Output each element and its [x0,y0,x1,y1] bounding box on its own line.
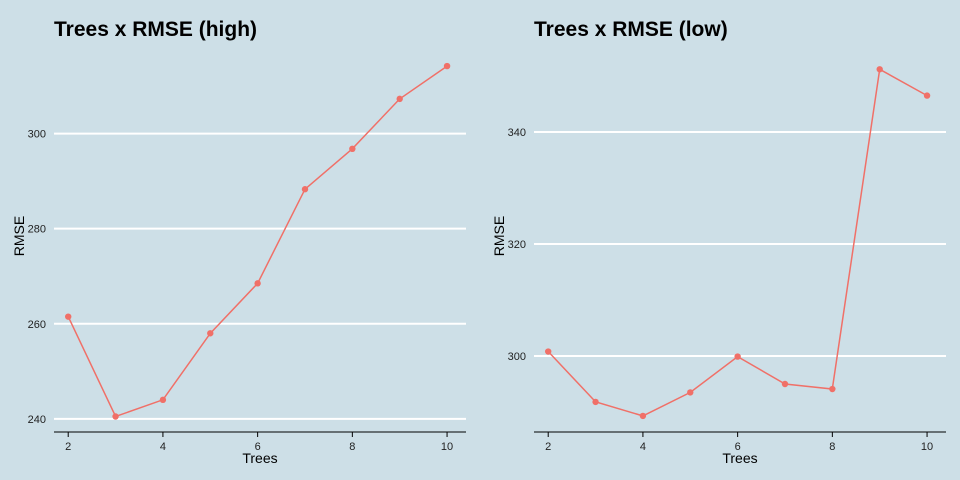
x-tick-label: 4 [160,441,166,453]
data-point [254,280,261,287]
y-tick-label: 320 [508,239,526,251]
y-axis-title: RMSE [11,216,27,256]
x-axis-ticks: 2 4 6 8 10 [545,432,933,453]
y-tick-label: 300 [28,129,46,141]
data-point [923,92,931,99]
y-tick-label: 240 [28,414,46,426]
data-point [687,389,694,396]
data-point [592,398,599,406]
data-point [396,95,403,103]
x-tick-label: 2 [65,441,71,453]
chart-title: Trees x RMSE (low) [534,18,728,41]
data-point [159,396,167,404]
series-line [67,65,448,418]
x-tick-label: 8 [829,441,835,453]
x-tick-label: 6 [735,441,741,453]
x-axis-title: Trees [242,450,277,466]
y-tick-label: 340 [508,127,526,139]
data-points [545,66,931,420]
y-axis-title: RMSE [491,216,507,256]
data-point [443,62,451,70]
data-point [65,313,72,320]
data-point [639,412,647,420]
x-tick-label: 6 [255,441,261,453]
data-point [301,186,309,193]
x-tick-label: 2 [545,441,551,453]
data-point [781,380,789,388]
data-point [734,353,741,360]
x-tick-label: 10 [921,441,933,453]
x-axis-ticks: 2 4 6 8 10 [65,432,453,453]
gridlines [534,131,946,357]
chart-panel-low: Trees x RMSE (low) 2 4 6 8 10 300 320 340 Tree… [491,18,946,466]
data-point [349,145,356,152]
y-tick-label: 260 [28,319,46,331]
y-tick-label: 300 [508,351,526,363]
y-axis-ticks: 300 320 340 [508,127,526,363]
data-points [65,62,451,420]
chart-title: Trees x RMSE (high) [54,18,257,41]
data-point [207,330,214,337]
x-axis-title: Trees [722,450,757,466]
x-tick-label: 10 [441,441,453,453]
x-tick-label: 4 [640,441,646,453]
chart-panel-high: Trees x RMSE (high) 2 4 6 8 10 240260280300 … [11,18,466,466]
series-line [547,68,928,417]
x-tick-label: 8 [349,441,355,453]
data-point [876,66,883,73]
data-point [545,348,552,355]
gridlines [54,132,466,420]
data-point [112,413,119,420]
y-axis-ticks: 240 260 280 300 [28,129,46,426]
y-tick-label: 280 [28,224,46,236]
data-point [829,385,836,393]
